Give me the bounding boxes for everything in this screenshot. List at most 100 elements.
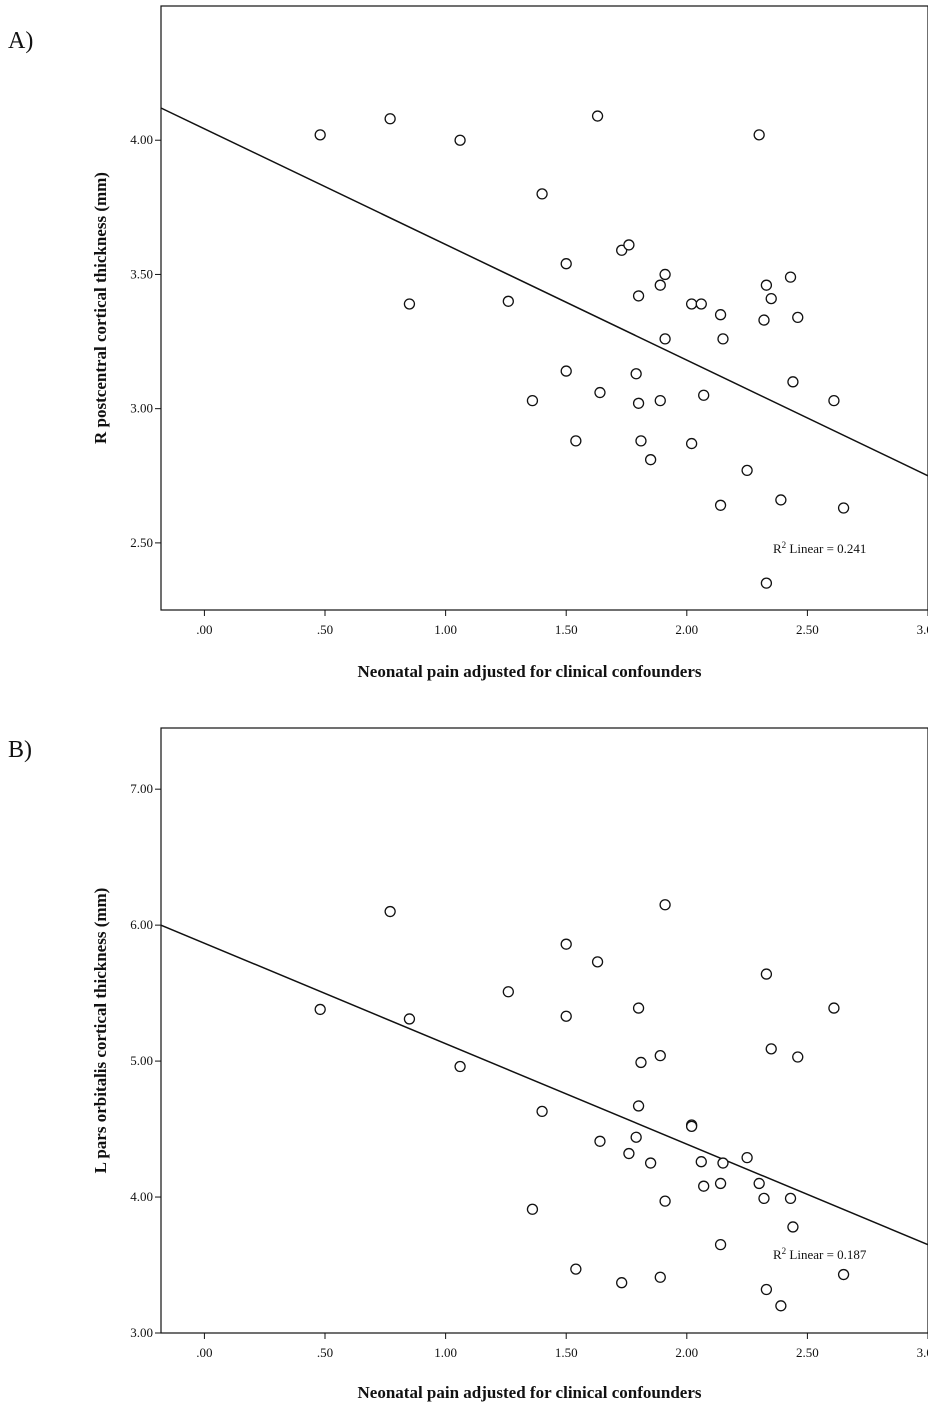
plot-frame	[160, 727, 928, 1334]
x-tick-label: 1.50	[555, 1345, 578, 1360]
data-point	[384, 905, 396, 918]
data-point	[784, 1192, 797, 1205]
data-point	[591, 956, 604, 968]
x-tick-label: .50	[317, 1345, 333, 1360]
data-point	[659, 899, 671, 911]
data-point	[787, 376, 799, 388]
data-point	[526, 1203, 539, 1215]
data-point	[454, 134, 466, 146]
data-point	[502, 295, 514, 307]
data-point	[536, 1105, 548, 1118]
data-point	[623, 1147, 635, 1160]
x-tick-label: 2.00	[675, 1345, 698, 1360]
y-tick-label: 3.00	[130, 401, 153, 416]
data-point	[760, 279, 773, 291]
data-point	[644, 454, 657, 466]
data-point	[454, 1060, 466, 1073]
data-point	[632, 1100, 645, 1112]
data-point	[570, 1263, 582, 1275]
y-tick-label: 4.00	[130, 132, 153, 147]
panel-label: A)	[8, 28, 33, 54]
data-point	[792, 1051, 804, 1063]
x-tick-label: .00	[196, 622, 212, 637]
data-point	[714, 1177, 727, 1190]
y-tick-label: 3.00	[130, 1325, 153, 1340]
panel-label: B)	[8, 737, 32, 763]
data-point	[654, 1271, 666, 1283]
x-tick-label: 1.00	[434, 622, 457, 637]
data-point	[630, 368, 642, 380]
x-tick-label: 2.50	[796, 622, 819, 637]
fit-line	[160, 924, 928, 1246]
data-point	[685, 298, 698, 310]
data-point	[384, 113, 396, 125]
data-point	[753, 1177, 765, 1190]
data-point	[714, 1238, 727, 1251]
data-point	[502, 986, 514, 998]
data-point	[837, 1268, 850, 1281]
data-point	[403, 1013, 416, 1025]
data-point	[594, 1135, 606, 1147]
data-point	[685, 437, 698, 450]
data-point	[828, 1002, 840, 1014]
r2-annotation: R2 Linear = 0.187	[773, 1246, 867, 1262]
plot-frame	[160, 5, 928, 611]
data-point	[717, 1157, 729, 1169]
data-point	[695, 298, 707, 310]
data-point	[659, 333, 671, 345]
data-point	[623, 239, 635, 251]
data-point	[787, 1221, 799, 1233]
x-tick-label: 3.00	[917, 1345, 928, 1360]
data-point	[741, 464, 753, 477]
data-point	[760, 1283, 773, 1296]
data-point	[714, 309, 727, 321]
data-point	[403, 298, 416, 310]
data-point	[717, 333, 729, 345]
data-point	[526, 394, 539, 407]
data-point	[635, 435, 647, 447]
x-tick-label: 2.50	[796, 1345, 819, 1360]
y-axis-label: L pars orbitalis cortical thickness (mm)	[91, 888, 110, 1174]
data-point	[792, 311, 804, 324]
data-point	[536, 188, 548, 200]
data-point	[314, 1003, 326, 1016]
x-tick-label: .50	[317, 622, 333, 637]
data-point	[753, 129, 765, 141]
data-point	[594, 386, 606, 399]
data-point	[560, 938, 572, 950]
data-point	[698, 1180, 710, 1192]
data-point	[784, 271, 797, 283]
x-tick-label: 2.00	[675, 622, 698, 637]
y-axis-label: R postcentral cortical thickness (mm)	[91, 172, 110, 444]
data-point	[695, 1156, 707, 1168]
data-point	[659, 268, 671, 281]
data-point	[616, 1277, 628, 1289]
x-tick-label: .00	[196, 1345, 212, 1360]
data-point	[560, 258, 572, 270]
data-point	[760, 968, 773, 980]
data-point	[828, 394, 840, 407]
data-point	[314, 129, 326, 141]
data-point	[760, 577, 773, 589]
x-tick-label: 1.50	[555, 622, 578, 637]
data-point	[775, 1300, 787, 1312]
data-point	[591, 110, 604, 122]
data-point	[714, 499, 727, 511]
data-point	[654, 1050, 666, 1062]
panel-a: A) .00 .50 1.00 1.50 2.00 2.50 3.00 2.50 3.00 3.50…	[8, 5, 928, 681]
data-point	[635, 1056, 647, 1069]
x-tick-label: 1.00	[434, 1345, 457, 1360]
y-tick-label: 5.00	[130, 1053, 153, 1068]
data-point	[560, 1010, 572, 1022]
data-point	[560, 365, 572, 377]
data-point	[632, 1002, 645, 1014]
data-point	[765, 292, 777, 305]
y-tick-label: 4.00	[130, 1189, 153, 1204]
data-point	[698, 389, 710, 401]
y-tick-label: 7.00	[130, 781, 153, 796]
fit-line	[160, 107, 928, 477]
y-tick-label: 3.50	[130, 266, 153, 281]
x-tick-label: 3.00	[917, 622, 928, 637]
data-point	[837, 502, 850, 514]
